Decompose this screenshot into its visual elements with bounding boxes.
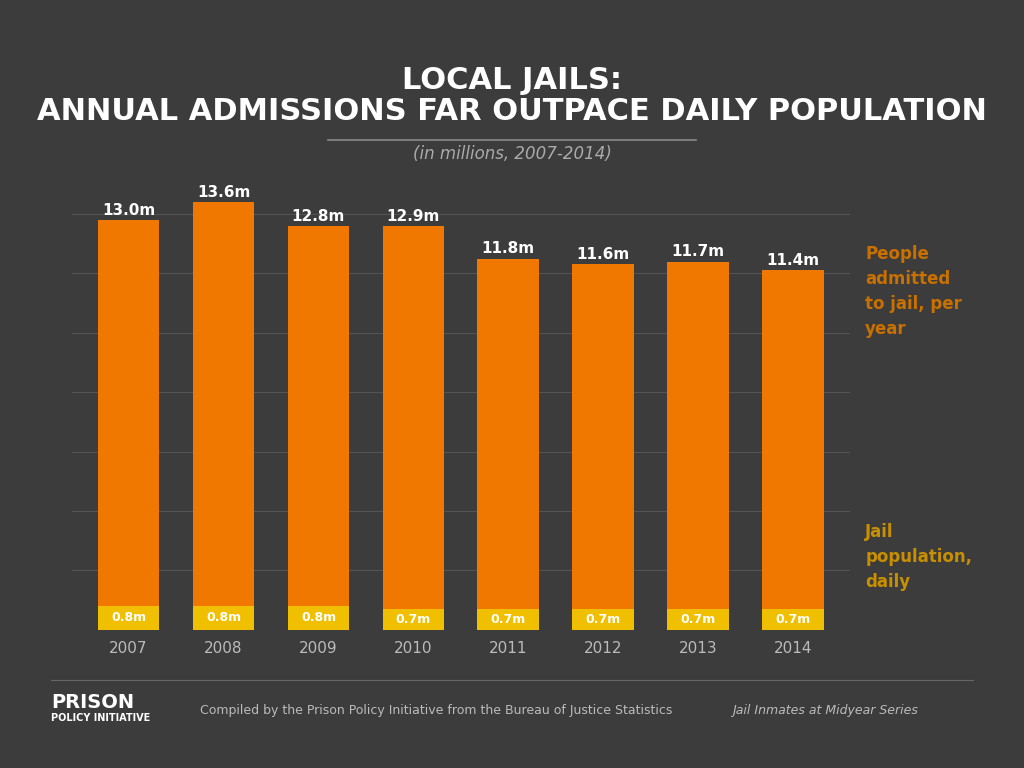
Text: 0.7m: 0.7m — [395, 613, 431, 626]
Text: 12.8m: 12.8m — [292, 209, 345, 223]
Text: 0.8m: 0.8m — [206, 611, 241, 624]
Bar — [383, 609, 444, 630]
Bar — [477, 609, 539, 630]
Text: 11.7m: 11.7m — [672, 244, 725, 259]
Bar — [572, 609, 634, 630]
Bar — [668, 609, 729, 630]
Text: 0.7m: 0.7m — [775, 613, 811, 626]
Bar — [572, 264, 634, 609]
Text: LOCAL JAILS:: LOCAL JAILS: — [402, 66, 622, 95]
Text: 0.7m: 0.7m — [586, 613, 621, 626]
Bar — [762, 609, 824, 630]
Bar — [477, 259, 539, 609]
Text: Jail Inmates at Midyear Series: Jail Inmates at Midyear Series — [732, 704, 919, 717]
Bar — [762, 270, 824, 609]
Text: 0.8m: 0.8m — [111, 611, 146, 624]
Bar — [97, 606, 160, 630]
Bar — [288, 606, 349, 630]
Text: 12.9m: 12.9m — [387, 209, 440, 223]
Bar — [288, 226, 349, 606]
Text: (in millions, 2007-2014): (in millions, 2007-2014) — [413, 144, 611, 163]
Text: 11.8m: 11.8m — [481, 241, 535, 257]
Text: 13.6m: 13.6m — [197, 185, 250, 200]
Bar — [668, 262, 729, 609]
Text: PRISON: PRISON — [51, 694, 134, 712]
Text: POLICY INITIATIVE: POLICY INITIATIVE — [51, 713, 151, 723]
Text: 0.7m: 0.7m — [490, 613, 526, 626]
Text: 11.6m: 11.6m — [577, 247, 630, 262]
Text: 0.7m: 0.7m — [680, 613, 716, 626]
Text: 13.0m: 13.0m — [102, 203, 156, 217]
Text: ANNUAL ADMISSIONS FAR OUTPACE DAILY POPULATION: ANNUAL ADMISSIONS FAR OUTPACE DAILY POPU… — [37, 97, 987, 126]
Text: Compiled by the Prison Policy Initiative from the Bureau of Justice Statistics: Compiled by the Prison Policy Initiative… — [200, 704, 676, 717]
Text: 0.8m: 0.8m — [301, 611, 336, 624]
Text: Jail
population,
daily: Jail population, daily — [865, 523, 972, 591]
Text: People
admitted
to jail, per
year: People admitted to jail, per year — [865, 245, 963, 339]
Bar — [193, 202, 254, 606]
Text: 11.4m: 11.4m — [766, 253, 819, 268]
Bar — [97, 220, 160, 606]
Bar — [383, 226, 444, 609]
Bar — [193, 606, 254, 630]
